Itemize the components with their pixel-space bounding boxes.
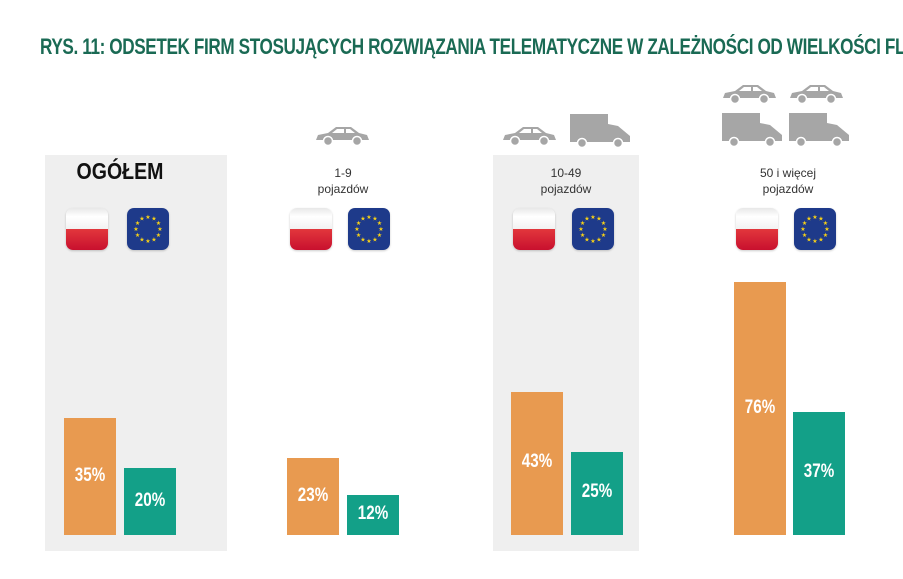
group-label-10-49-line2: pojazdów: [540, 182, 592, 196]
poland-flag-icon: [513, 208, 555, 250]
group-label-50-plus: 50 i więcej pojazdów: [718, 165, 858, 197]
svg-text:★: ★: [812, 214, 817, 221]
svg-text:★: ★: [596, 216, 601, 223]
group-label-1-9: 1-9 pojazdów: [273, 165, 413, 197]
svg-text:★: ★: [356, 220, 361, 227]
svg-text:★: ★: [584, 236, 589, 243]
bar-poland: 35%: [64, 418, 116, 535]
bar-value-label: 20%: [134, 489, 166, 511]
svg-text:★: ★: [157, 226, 162, 233]
svg-text:★: ★: [824, 226, 829, 233]
bar-value-label: 25%: [581, 481, 613, 503]
group-label-1-9-line1: 1-9: [334, 166, 352, 180]
svg-text:★: ★: [818, 236, 823, 243]
van-icon: [570, 114, 630, 148]
bar-eu: 25%: [571, 451, 623, 535]
car-icon: [316, 127, 369, 147]
svg-text:★: ★: [139, 236, 144, 243]
svg-text:★: ★: [580, 220, 585, 227]
poland-flag-icon: [66, 208, 108, 250]
bar-poland: 76%: [734, 282, 786, 535]
svg-text:★: ★: [378, 226, 383, 233]
svg-text:★: ★: [601, 220, 606, 227]
svg-text:★: ★: [590, 214, 595, 221]
poland-flag-icon: [290, 208, 332, 250]
svg-text:★: ★: [802, 232, 807, 239]
poland-flag-icon: [736, 208, 778, 250]
bar-eu: 37%: [793, 411, 845, 535]
svg-text:★: ★: [578, 226, 583, 233]
svg-text:★: ★: [354, 226, 359, 233]
group-label-ogolem: OGÓŁEM: [76, 158, 164, 184]
svg-text:★: ★: [156, 232, 161, 239]
svg-text:★: ★: [601, 232, 606, 239]
eu-flag-icon: ★ ★ ★ ★ ★ ★ ★ ★ ★ ★ ★ ★: [127, 208, 169, 250]
svg-text:★: ★: [360, 216, 365, 223]
svg-text:★: ★: [812, 238, 817, 245]
svg-text:★: ★: [139, 216, 144, 223]
van-icon: [722, 113, 782, 147]
group-label-10-49: 10-49 pojazdów: [496, 165, 636, 197]
svg-text:★: ★: [800, 226, 805, 233]
bar-value-label: 12%: [357, 503, 389, 525]
svg-text:★: ★: [366, 214, 371, 221]
car-icon: [503, 127, 556, 147]
svg-text:★: ★: [372, 236, 377, 243]
svg-text:★: ★: [135, 232, 140, 239]
group-label-50-plus-line2: pojazdów: [762, 182, 814, 196]
svg-text:★: ★: [356, 232, 361, 239]
bar-poland: 43%: [511, 391, 563, 535]
svg-text:★: ★: [133, 226, 138, 233]
svg-text:★: ★: [802, 220, 807, 227]
bar-value-label: 35%: [74, 464, 106, 486]
svg-text:★: ★: [580, 232, 585, 239]
car-icon: [790, 85, 843, 105]
svg-text:★: ★: [377, 232, 382, 239]
car-icon: [723, 85, 776, 105]
bar-value-label: 43%: [521, 451, 553, 473]
eu-flag-icon: ★ ★ ★ ★ ★ ★ ★ ★ ★ ★ ★ ★: [794, 208, 836, 250]
group-label-50-plus-line1: 50 i więcej: [759, 166, 817, 180]
svg-text:★: ★: [135, 220, 140, 227]
svg-text:★: ★: [145, 238, 150, 245]
svg-text:★: ★: [360, 236, 365, 243]
svg-text:★: ★: [151, 216, 156, 223]
svg-text:★: ★: [366, 238, 371, 245]
svg-text:★: ★: [823, 232, 828, 239]
eu-flag-icon: ★ ★ ★ ★ ★ ★ ★ ★ ★ ★ ★ ★: [572, 208, 614, 250]
bar-value-label: 76%: [744, 396, 776, 418]
svg-text:★: ★: [806, 236, 811, 243]
svg-text:★: ★: [806, 216, 811, 223]
svg-text:★: ★: [372, 216, 377, 223]
svg-text:★: ★: [596, 236, 601, 243]
eu-flag-icon: ★ ★ ★ ★ ★ ★ ★ ★ ★ ★ ★ ★: [348, 208, 390, 250]
svg-text:★: ★: [145, 214, 150, 221]
bar-value-label: 23%: [297, 484, 329, 506]
bar-eu: 20%: [124, 468, 176, 535]
svg-text:★: ★: [602, 226, 607, 233]
svg-text:★: ★: [156, 220, 161, 227]
chart-title: RYS. 11: ODSETEK FIRM STOSUJĄCYCH ROZWIĄ…: [40, 34, 903, 59]
svg-text:★: ★: [377, 220, 382, 227]
svg-text:★: ★: [151, 236, 156, 243]
bar-eu: 12%: [347, 495, 399, 535]
group-label-1-9-line2: pojazdów: [317, 182, 369, 196]
bar-poland: 23%: [287, 458, 339, 535]
svg-text:★: ★: [584, 216, 589, 223]
bar-value-label: 37%: [803, 461, 835, 483]
svg-text:★: ★: [590, 238, 595, 245]
group-label-10-49-line1: 10-49: [550, 166, 582, 180]
svg-text:★: ★: [823, 220, 828, 227]
van-icon: [789, 113, 849, 147]
svg-text:★: ★: [818, 216, 823, 223]
